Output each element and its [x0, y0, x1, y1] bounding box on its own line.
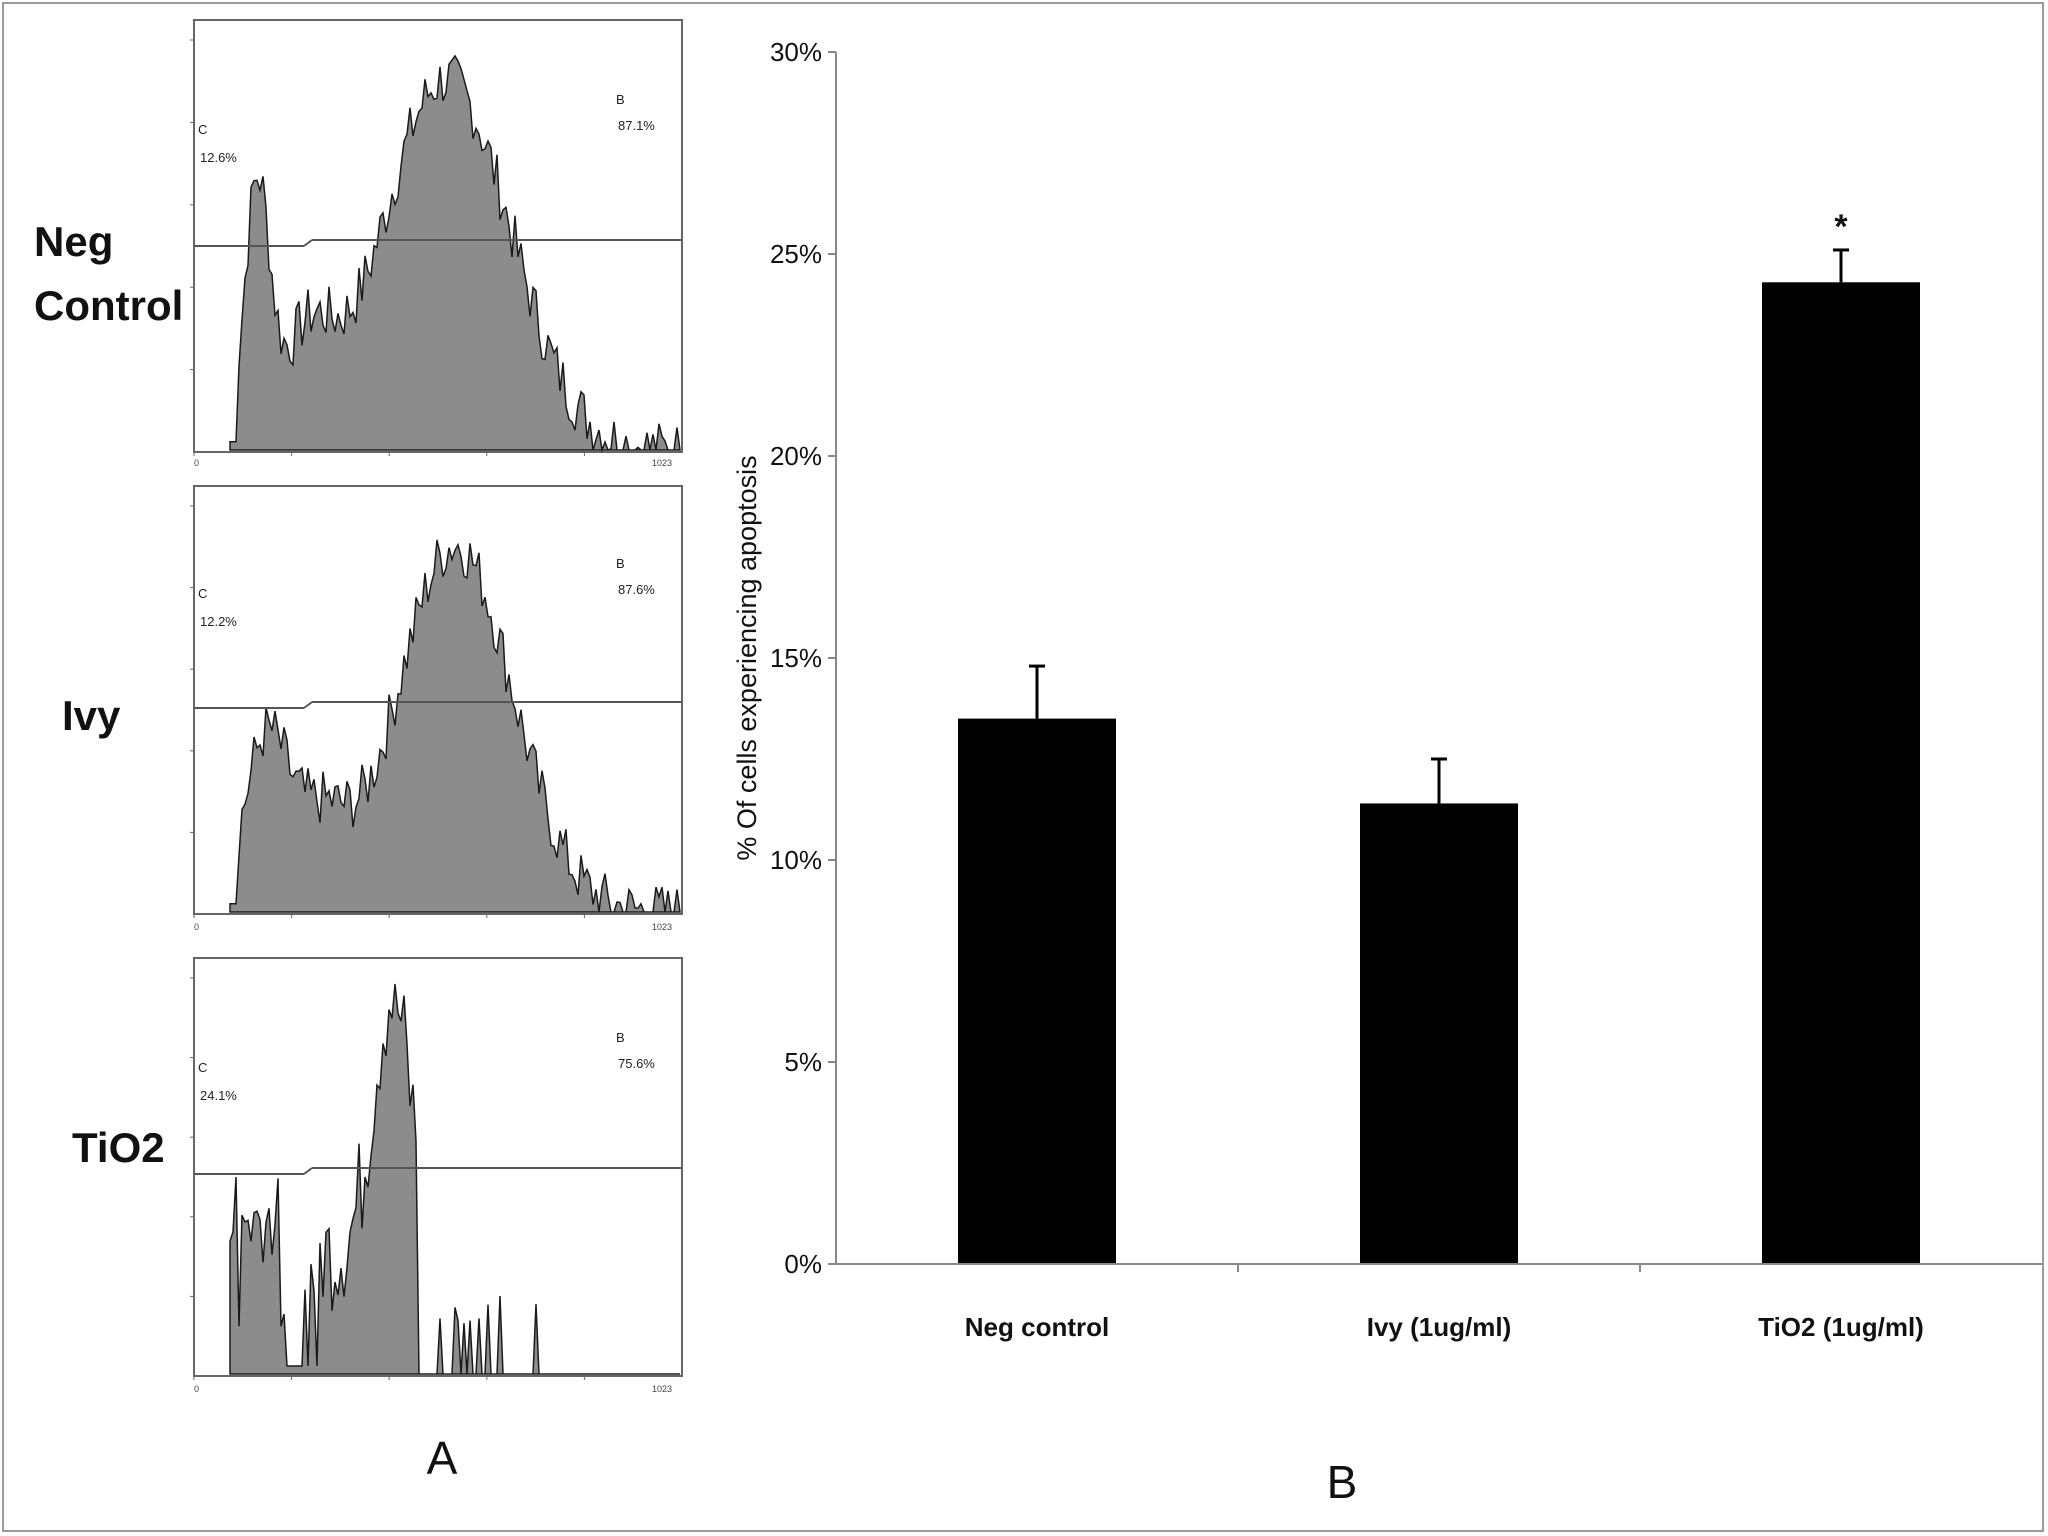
gate-b-value: 87.6%	[618, 582, 655, 597]
bar	[1762, 282, 1920, 1264]
y-axis-title: % Of cells experiencing apoptosis	[732, 455, 762, 860]
gate-divider	[303, 701, 313, 709]
bar	[1360, 803, 1518, 1264]
histogram-distribution	[229, 54, 681, 453]
gate-c-value: 12.2%	[200, 614, 237, 629]
x-tick-label: Neg control	[965, 1312, 1109, 1342]
axis-max-label: 1023	[652, 458, 672, 468]
axis-min-label: 0	[194, 1384, 199, 1394]
gate-c-letter: C	[198, 586, 207, 601]
bar	[958, 718, 1116, 1264]
y-tick-label: 30%	[770, 37, 822, 67]
gate-b-letter: B	[616, 92, 625, 107]
gate-divider	[303, 1167, 313, 1175]
row-label-line-2: Control	[34, 282, 183, 329]
gate-divider	[303, 239, 313, 247]
panel-a-label: A	[427, 1432, 458, 1484]
x-tick-label: Ivy (1ug/ml)	[1367, 1312, 1511, 1342]
x-tick-label: TiO2 (1ug/ml)	[1758, 1312, 1924, 1342]
y-tick-label: 5%	[784, 1047, 822, 1077]
histogram-ivy: Ivy C 12.2% B 87.6% 0 1023	[62, 485, 683, 932]
y-tick-label: 25%	[770, 239, 822, 269]
axis-max-label: 1023	[652, 1384, 672, 1394]
panel-b-label: B	[1327, 1456, 1358, 1508]
gate-c-value: 24.1%	[200, 1088, 237, 1103]
row-label-line-1: Ivy	[62, 692, 121, 739]
gate-b-value: 75.6%	[618, 1056, 655, 1071]
histogram-neg-control: Neg Control C 12.6% B 87.1% 0 1023	[34, 19, 683, 468]
y-tick-label: 20%	[770, 441, 822, 471]
significance-marker: *	[1834, 208, 1848, 246]
gate-c-letter: C	[198, 1060, 207, 1075]
histogram-distribution	[229, 539, 681, 913]
axis-min-label: 0	[194, 458, 199, 468]
gate-b-letter: B	[616, 1030, 625, 1045]
y-tick-label: 10%	[770, 845, 822, 875]
y-tick-label: 15%	[770, 643, 822, 673]
row-label-line-1: Neg	[34, 218, 113, 265]
axis-min-label: 0	[194, 922, 199, 932]
axis-max-label: 1023	[652, 922, 672, 932]
gate-c-value: 12.6%	[200, 150, 237, 165]
y-tick-label: 0%	[784, 1249, 822, 1279]
histogram-distribution	[229, 983, 680, 1375]
gate-c-letter: C	[198, 122, 207, 137]
row-label-line-1: TiO2	[72, 1124, 165, 1171]
gate-b-letter: B	[616, 556, 625, 571]
apoptosis-bar-chart: 0% 5% 10% 15% 20% 25% 30% * Neg control Ivy (1u…	[732, 37, 2042, 1342]
histogram-tio2: TiO2 C 24.1% B 75.6% 0 1023	[72, 957, 683, 1394]
gate-b-value: 87.1%	[618, 118, 655, 133]
